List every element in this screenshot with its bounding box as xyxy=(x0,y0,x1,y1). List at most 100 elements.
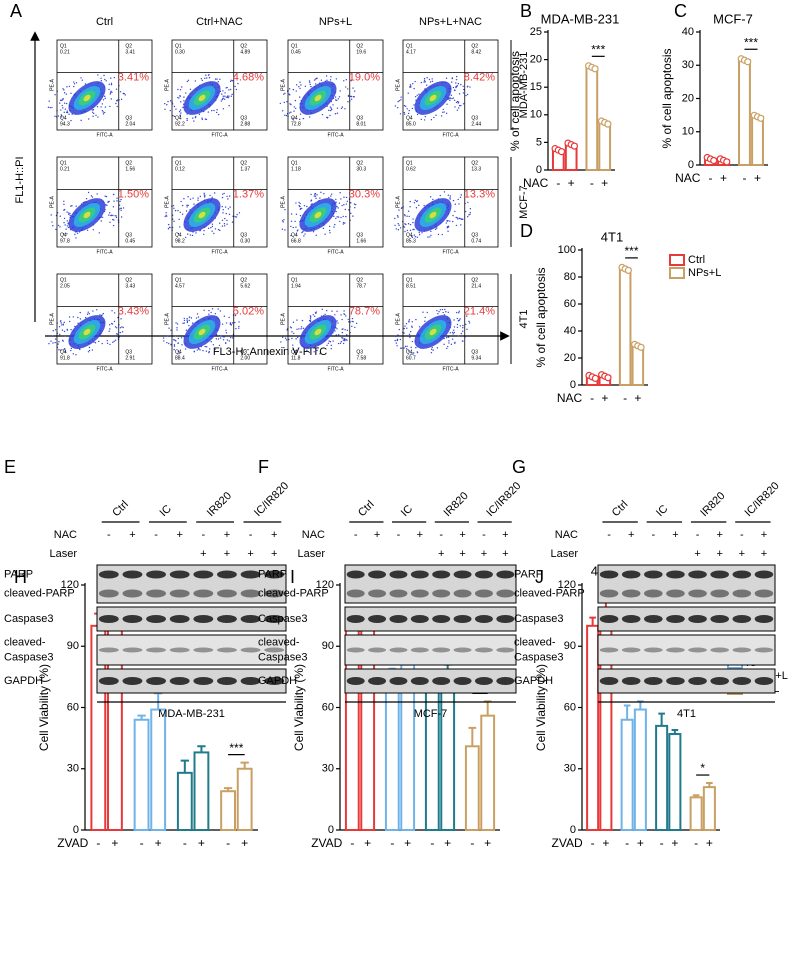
event-dot xyxy=(411,326,413,328)
event-dot xyxy=(452,333,454,335)
event-dot xyxy=(211,109,213,112)
event-dot xyxy=(467,215,469,218)
event-dot xyxy=(186,119,188,122)
x-tick-label: + xyxy=(601,391,608,405)
event-dot xyxy=(448,340,450,342)
event-dot xyxy=(167,335,170,338)
x-tick-label: - xyxy=(591,836,595,850)
quadrant-name: Q3 xyxy=(356,349,363,355)
event-dot xyxy=(75,237,77,239)
error-bar xyxy=(137,714,146,720)
event-dot xyxy=(109,221,111,224)
event-dot xyxy=(415,207,418,209)
event-dot xyxy=(173,348,175,351)
event-dot xyxy=(181,86,183,88)
condition-sign: + xyxy=(628,529,634,541)
event-dot xyxy=(313,79,316,81)
event-dot xyxy=(194,80,197,82)
event-dot xyxy=(68,213,70,216)
event-dot xyxy=(411,107,414,110)
event-dot xyxy=(308,351,311,354)
blot-band xyxy=(368,647,387,653)
quadrant-value: 94.3 xyxy=(60,121,70,127)
event-dot xyxy=(205,118,208,121)
event-dot xyxy=(75,354,77,356)
event-dot xyxy=(314,78,317,80)
event-dot xyxy=(110,90,112,93)
event-dot xyxy=(394,224,396,227)
event-dot xyxy=(103,74,105,77)
event-dot xyxy=(412,218,414,220)
event-dot xyxy=(406,345,408,347)
quadrant-value: 0.21 xyxy=(60,166,70,172)
blot-band xyxy=(122,589,143,598)
event-dot xyxy=(455,82,457,84)
error-bar xyxy=(180,759,189,773)
event-dot xyxy=(290,111,292,113)
event-dot xyxy=(66,329,69,331)
flow-plot xyxy=(162,308,240,355)
event-dot xyxy=(119,200,121,203)
event-dot xyxy=(112,206,115,208)
quadrant-name: Q2 xyxy=(356,43,363,49)
x-tick-label: + xyxy=(601,176,608,190)
event-dot xyxy=(88,313,90,315)
event-dot xyxy=(177,232,180,235)
event-dot xyxy=(329,109,332,112)
y-tick-label: 120 xyxy=(558,579,576,591)
event-dot xyxy=(342,215,344,218)
event-dot xyxy=(309,81,311,83)
blot-band xyxy=(389,589,408,598)
event-dot xyxy=(458,93,461,95)
quadrant-name: Q1 xyxy=(60,160,67,166)
y-tick-label: 60 xyxy=(564,298,576,310)
event-dot xyxy=(293,332,295,335)
plot-x-label: FITC-A xyxy=(211,132,228,138)
event-dot xyxy=(173,207,175,209)
blot-band xyxy=(754,570,774,579)
event-dot xyxy=(54,329,57,331)
y-tick-label: 100 xyxy=(558,244,576,256)
group-label: Ctrl xyxy=(610,499,631,520)
event-dot xyxy=(299,113,302,115)
event-dot xyxy=(285,339,288,341)
event-dot xyxy=(431,346,433,349)
event-dot xyxy=(330,76,332,78)
event-dot xyxy=(208,77,211,79)
quadrant-name: Q4 xyxy=(60,232,67,238)
replicate-dot xyxy=(604,374,612,382)
condition-sign: + xyxy=(502,548,508,560)
event-dot xyxy=(57,115,60,117)
event-dot xyxy=(293,110,295,112)
event-dot xyxy=(221,98,223,101)
quadrant-value: 85.3 xyxy=(406,238,416,244)
event-dot xyxy=(413,234,416,236)
event-dot xyxy=(424,320,426,322)
event-dot xyxy=(85,198,88,200)
event-dot xyxy=(433,116,435,119)
x-tick-label: - xyxy=(742,171,746,185)
group-label: IC xyxy=(399,503,415,519)
event-dot xyxy=(445,336,448,339)
event-dot xyxy=(234,321,236,324)
event-dot xyxy=(428,78,431,81)
event-dot xyxy=(214,312,217,315)
event-dot xyxy=(81,79,84,81)
event-dot xyxy=(201,118,204,121)
event-dot xyxy=(423,204,425,207)
event-dot xyxy=(403,347,405,349)
blot-band xyxy=(644,647,663,653)
event-dot xyxy=(338,96,341,98)
event-dot xyxy=(462,324,464,327)
quadrant-value: 0.45 xyxy=(125,238,135,244)
quadrant-name: Q3 xyxy=(125,349,132,355)
event-dot xyxy=(329,114,331,117)
quadrant-value: 0.62 xyxy=(406,166,416,172)
event-dot xyxy=(67,212,70,214)
blot-band xyxy=(732,615,752,623)
event-dot xyxy=(64,108,67,110)
event-dot xyxy=(203,229,205,232)
quadrant-value: 98.2 xyxy=(175,238,185,244)
event-dot xyxy=(452,97,455,99)
event-dot xyxy=(326,309,328,312)
